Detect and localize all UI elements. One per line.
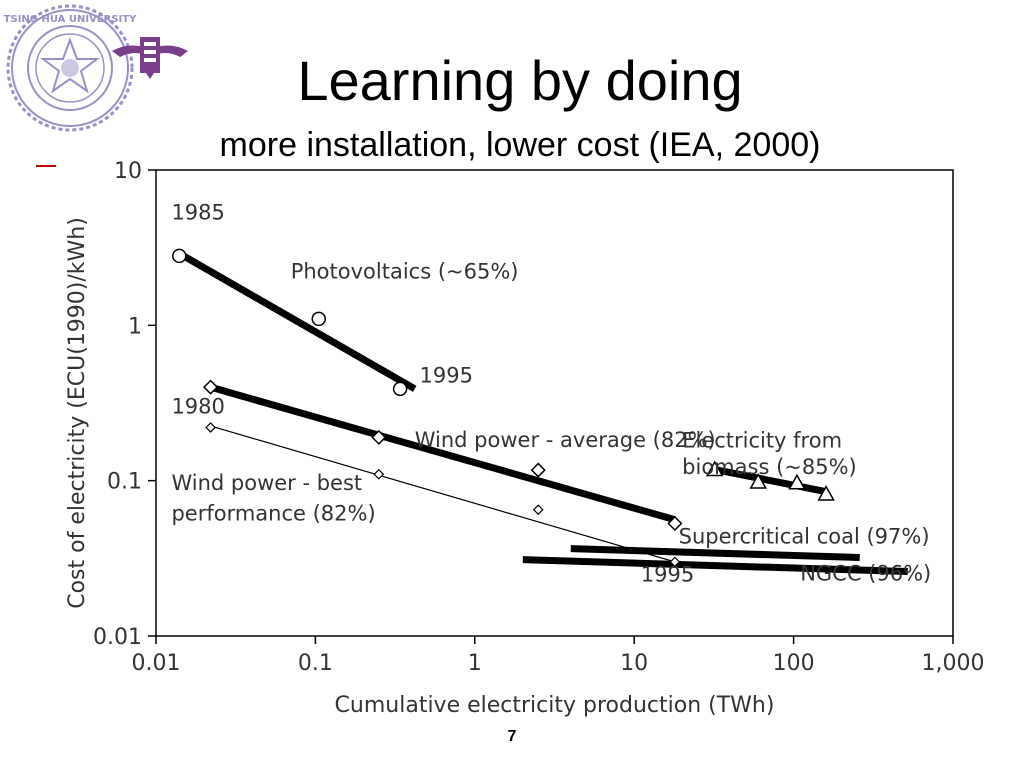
series-line: [209, 383, 676, 524]
y-tick-label: 0.01: [93, 625, 142, 650]
series-line: [570, 545, 860, 562]
x-tick-label: 10: [620, 651, 648, 676]
page-number: 7: [507, 728, 517, 745]
data-point: [788, 473, 806, 490]
chart-annotation: 1995: [420, 363, 473, 387]
data-point: [311, 311, 327, 327]
chart-annotation: Electricity from: [682, 428, 842, 452]
data-point: [705, 460, 724, 477]
series-line: [522, 556, 908, 576]
data-point: [669, 556, 681, 568]
x-axis-label: Cumulative electricity production (TWh): [335, 693, 775, 718]
series-line: [714, 466, 827, 496]
data-point: [817, 485, 835, 501]
university-seal-icon: TSING HUA UNIVERSITY: [4, 4, 188, 132]
x-tick-label: 1: [468, 651, 482, 676]
data-point: [532, 504, 544, 516]
plot-frame: [155, 169, 954, 637]
x-tick-label: 0.01: [132, 651, 181, 676]
y-tick-label: 0.1: [107, 470, 142, 495]
y-axis-label: Cost of electricity (ECU(1990)/kWh): [65, 217, 90, 609]
chart-annotation: Photovoltaics (~65%): [291, 260, 519, 284]
x-tick-label: 1,000: [922, 651, 985, 676]
x-tick-label: 0.1: [298, 651, 333, 676]
chart-annotation: 1985: [171, 201, 224, 225]
slide-title: Learning by doing: [297, 49, 743, 112]
chart-annotation: Supercritical coal (97%): [679, 524, 930, 548]
data-point: [373, 468, 385, 480]
data-point: [371, 429, 387, 445]
decorative-dash: [36, 165, 56, 167]
data-point: [172, 248, 187, 264]
chart-annotation: 1980: [171, 395, 224, 419]
data-point: [749, 472, 768, 489]
emblem-icon: [112, 37, 188, 79]
data-point: [392, 381, 408, 397]
chart-annotation: 1995: [641, 562, 694, 586]
chart-annotation: NGCC (96%): [800, 561, 931, 585]
data-point: [667, 515, 683, 532]
y-tick-label: 1: [128, 314, 142, 339]
data-point: [203, 379, 219, 395]
y-tick-label: 10: [114, 159, 142, 184]
chart-annotation: Wind power - best: [171, 471, 362, 495]
university-logo: TSING HUA UNIVERSITY: [0, 0, 200, 145]
chart-annotation: Wind power - average (82%): [415, 428, 716, 452]
chart-annotation: performance (82%): [171, 501, 375, 525]
data-point: [530, 462, 546, 478]
chart-annotation: biomass (~85%): [682, 455, 857, 479]
series-line: [210, 425, 676, 563]
series-line: [177, 250, 417, 392]
seal-ring-text: TSING HUA UNIVERSITY: [4, 14, 137, 25]
slide-subtitle: more installation, lower cost (IEA, 2000…: [219, 126, 821, 164]
data-point: [205, 422, 216, 433]
x-tick-label: 100: [773, 651, 815, 676]
